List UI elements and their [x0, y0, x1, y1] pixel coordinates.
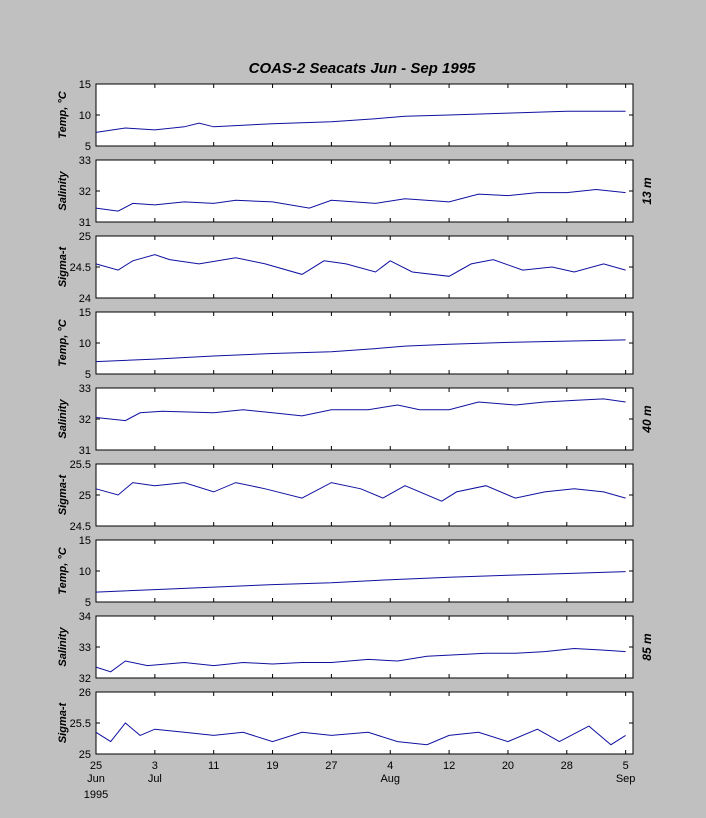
y-tick-label: 32 [79, 414, 91, 426]
x-tick-label: 28 [561, 760, 573, 772]
y-tick-label: 34 [79, 611, 91, 623]
x-tick-label: 5 [623, 760, 629, 772]
x-month-label: Sep [616, 773, 636, 785]
series-line [95, 722, 626, 746]
x-year-label: 1995 [84, 789, 108, 801]
y-tick-label: 10 [79, 566, 91, 578]
series-line [95, 254, 626, 277]
panel-4: 15 10 5 Temp, °C [57, 307, 634, 381]
series-line [95, 482, 626, 502]
y-tick-label: 24 [79, 293, 91, 305]
y-tick-label: 25.5 [70, 459, 91, 471]
axes-box [95, 311, 634, 375]
panel-9: 26 25.5 25 Sigma-t [57, 687, 634, 761]
panel-1: 15 10 5 Temp, °C [57, 79, 634, 153]
panel-2: 33 32 31 Salinity 13 m [57, 155, 654, 229]
x-tick-label: 12 [443, 760, 455, 772]
x-tick-label: 27 [325, 760, 337, 772]
y-tick-label: 15 [79, 79, 91, 91]
y-tick-label: 33 [79, 383, 91, 395]
panels-layer: 15 10 5 Temp, °C 33 32 31 Salinity 13 m 25 24.5 24 S… [57, 79, 654, 761]
axes-box [95, 615, 634, 679]
x-tick-label: 25 [90, 760, 102, 772]
y-axis-label: Salinity [57, 399, 69, 439]
y-tick-label: 15 [79, 535, 91, 547]
y-tick-label: 25.5 [70, 718, 91, 730]
y-tick-label: 24.5 [70, 262, 91, 274]
y-tick-label: 15 [79, 307, 91, 319]
axes-box [95, 235, 634, 299]
series-line [95, 571, 626, 593]
series-line [95, 398, 626, 422]
y-axis-label: Salinity [57, 627, 69, 667]
axes-box [95, 159, 634, 223]
y-axis-label: Sigma-t [57, 701, 69, 743]
y-tick-label: 32 [79, 186, 91, 198]
y-tick-label: 10 [79, 338, 91, 350]
y-tick-label: 31 [79, 217, 91, 229]
x-tick-label: 3 [152, 760, 158, 772]
y-tick-label: 5 [85, 141, 91, 153]
axes-box [95, 539, 634, 603]
x-tick-label: 4 [387, 760, 393, 772]
x-tick-label: 20 [502, 760, 514, 772]
y-tick-label: 25 [79, 231, 91, 243]
series-line [95, 647, 626, 673]
panel-8: 34 33 32 Salinity 85 m [57, 611, 654, 685]
y-tick-label: 10 [79, 110, 91, 122]
y-axis-label: Temp, °C [57, 318, 69, 366]
axes-box [95, 83, 634, 147]
y-tick-label: 26 [79, 687, 91, 699]
series-line [95, 339, 626, 363]
depth-label: 40 m [640, 405, 654, 434]
y-tick-label: 25 [79, 490, 91, 502]
panel-7: 15 10 5 Temp, °C [57, 535, 634, 609]
depth-label: 85 m [640, 633, 654, 661]
y-tick-label: 24.5 [70, 521, 91, 533]
y-tick-label: 5 [85, 597, 91, 609]
axes-box [95, 691, 634, 755]
series-line [95, 188, 626, 212]
x-month-label: Jul [148, 773, 162, 785]
axes-box [95, 387, 634, 451]
x-month-label: Jun [87, 773, 105, 785]
y-axis-label: Sigma-t [57, 245, 69, 287]
y-axis-label: Temp, °C [57, 90, 69, 138]
chart-title: COAS-2 Seacats Jun - Sep 1995 [249, 60, 476, 77]
panel-5: 33 32 31 Salinity 40 m [57, 383, 654, 457]
axes-box [95, 463, 634, 527]
y-axis-label: Salinity [57, 171, 69, 211]
x-month-label: Aug [380, 773, 400, 785]
series-line [95, 110, 626, 133]
depth-label: 13 m [640, 177, 654, 205]
x-tick-label: 19 [266, 760, 278, 772]
y-tick-label: 25 [79, 749, 91, 761]
y-tick-label: 32 [79, 673, 91, 685]
x-tick-label: 11 [208, 760, 219, 772]
y-tick-label: 33 [79, 642, 91, 654]
y-tick-label: 31 [79, 445, 91, 457]
y-tick-label: 5 [85, 369, 91, 381]
panel-3: 25 24.5 24 Sigma-t [57, 231, 634, 305]
y-tick-label: 33 [79, 155, 91, 167]
y-axis-label: Temp, °C [57, 546, 69, 594]
y-axis-label: Sigma-t [57, 473, 69, 515]
